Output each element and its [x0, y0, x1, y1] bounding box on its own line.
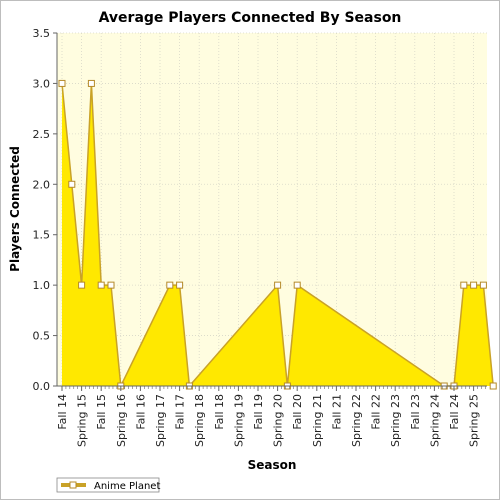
- plot-area: 0.0 0.5 1.0 1.5 2.0 2.5 3.0 3.5 Fall 14 Spring 15…: [33, 27, 497, 447]
- legend-box: [56, 477, 160, 493]
- x-tick-label: Fall 14: [56, 394, 69, 430]
- data-point: [479, 281, 487, 289]
- data-point: [78, 281, 86, 289]
- y-tick-label: 1.0: [33, 279, 51, 292]
- chart-title: Average Players Connected By Season: [99, 10, 402, 26]
- data-point: [489, 382, 497, 390]
- y-tick-label: 3.5: [33, 27, 51, 40]
- x-tick-label: Spring 22: [350, 394, 363, 447]
- x-tick-label: Fall 22: [370, 394, 383, 430]
- data-point: [97, 281, 105, 289]
- x-tick-label: Spring 16: [115, 394, 128, 447]
- y-tick-label: 1.5: [33, 229, 51, 242]
- data-point: [166, 281, 174, 289]
- x-tick-label: Spring 15: [76, 394, 89, 447]
- x-tick-label: Spring 19: [232, 394, 245, 447]
- data-point: [470, 281, 478, 289]
- x-tick-label: Spring 25: [468, 394, 481, 447]
- x-tick-label: Fall 23: [409, 394, 422, 430]
- data-point: [87, 79, 95, 87]
- y-axis-label: Players Connected: [8, 146, 22, 272]
- x-tick-label: Spring 17: [154, 394, 167, 447]
- x-tick-label: Spring 18: [193, 394, 206, 447]
- series-area: [62, 83, 494, 386]
- y-tick-label: 2.0: [33, 178, 51, 191]
- x-tick-label: Fall 18: [213, 394, 226, 430]
- x-tick-label: Fall 19: [252, 394, 265, 430]
- data-point: [58, 79, 66, 87]
- legend-label: Anime Planet: [94, 481, 160, 492]
- data-point: [274, 281, 282, 289]
- x-tick-label: Fall 20: [291, 394, 304, 430]
- x-tick-label: Fall 21: [330, 394, 343, 430]
- x-tick-label: Spring 20: [272, 394, 285, 447]
- y-tick-label: 0.0: [33, 380, 51, 393]
- data-point: [460, 281, 468, 289]
- y-tick-label: 0.5: [33, 330, 51, 343]
- legend-marker-swatch: [69, 481, 77, 489]
- x-tick-label: Fall 16: [134, 394, 147, 430]
- data-point: [293, 281, 301, 289]
- data-point: [68, 180, 76, 188]
- x-tick-label: Fall 15: [95, 394, 108, 430]
- x-tick-label: Spring 21: [311, 394, 324, 447]
- x-axis-label: Season: [248, 458, 297, 472]
- x-tick-label: Spring 24: [428, 394, 441, 447]
- x-tick-label: Spring 23: [389, 394, 402, 447]
- y-tick-label: 2.5: [33, 128, 51, 141]
- data-point: [107, 281, 115, 289]
- y-tick-label: 3.0: [33, 77, 51, 90]
- legend: Anime Planet: [56, 477, 160, 493]
- x-tick-label: Fall 24: [448, 394, 461, 430]
- x-tick-label: Fall 17: [174, 394, 187, 430]
- data-point: [176, 281, 184, 289]
